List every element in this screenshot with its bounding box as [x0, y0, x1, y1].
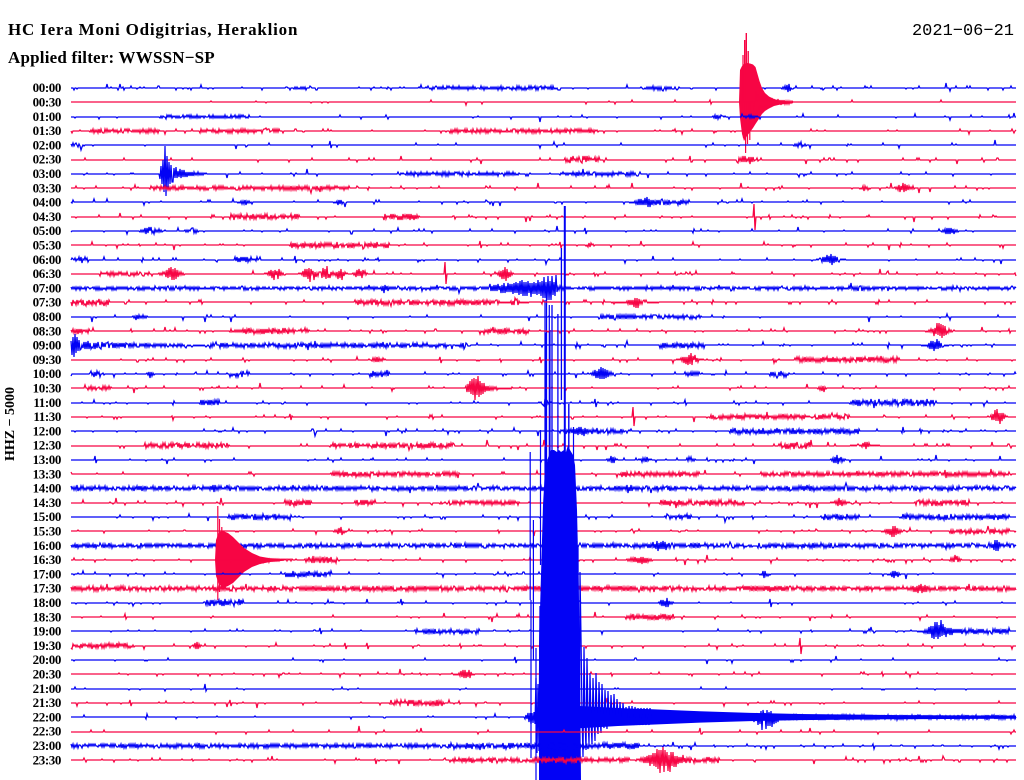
- svg-text:18:00: 18:00: [33, 595, 61, 610]
- svg-text:03:00: 03:00: [33, 166, 61, 181]
- svg-text:10:30: 10:30: [33, 381, 61, 396]
- svg-text:19:30: 19:30: [33, 638, 61, 653]
- svg-text:18:30: 18:30: [33, 609, 61, 624]
- svg-text:17:00: 17:00: [33, 566, 61, 581]
- svg-text:09:30: 09:30: [33, 352, 61, 367]
- svg-text:05:30: 05:30: [33, 238, 61, 253]
- svg-text:20:00: 20:00: [33, 652, 61, 667]
- svg-text:01:00: 01:00: [33, 109, 61, 124]
- svg-text:HHZ − 5000: HHZ − 5000: [3, 387, 18, 461]
- svg-text:20:30: 20:30: [33, 667, 61, 682]
- svg-text:12:00: 12:00: [33, 423, 61, 438]
- svg-text:01:30: 01:30: [33, 123, 61, 138]
- svg-text:09:00: 09:00: [33, 338, 61, 353]
- svg-text:15:00: 15:00: [33, 509, 61, 524]
- svg-text:11:30: 11:30: [33, 409, 61, 424]
- svg-text:13:00: 13:00: [33, 452, 61, 467]
- svg-text:23:00: 23:00: [33, 738, 61, 753]
- svg-text:16:30: 16:30: [33, 552, 61, 567]
- svg-text:07:00: 07:00: [33, 280, 61, 295]
- svg-text:Applied filter: WWSSN−SP: Applied filter: WWSSN−SP: [8, 48, 215, 67]
- svg-text:19:00: 19:00: [33, 624, 61, 639]
- svg-text:08:00: 08:00: [33, 309, 61, 324]
- svg-text:06:00: 06:00: [33, 252, 61, 267]
- svg-text:12:30: 12:30: [33, 438, 61, 453]
- svg-text:05:00: 05:00: [33, 223, 61, 238]
- svg-text:03:30: 03:30: [33, 180, 61, 195]
- svg-text:22:00: 22:00: [33, 709, 61, 724]
- svg-text:02:00: 02:00: [33, 137, 61, 152]
- svg-text:04:00: 04:00: [33, 195, 61, 210]
- svg-text:21:00: 21:00: [33, 681, 61, 696]
- svg-text:14:00: 14:00: [33, 481, 61, 496]
- svg-text:06:30: 06:30: [33, 266, 61, 281]
- svg-text:17:30: 17:30: [33, 581, 61, 596]
- svg-text:07:30: 07:30: [33, 295, 61, 310]
- svg-text:22:30: 22:30: [33, 724, 61, 739]
- svg-text:02:30: 02:30: [33, 152, 61, 167]
- svg-text:00:00: 00:00: [33, 80, 61, 95]
- svg-text:11:00: 11:00: [33, 395, 61, 410]
- svg-text:10:00: 10:00: [33, 366, 61, 381]
- svg-text:21:30: 21:30: [33, 695, 61, 710]
- svg-text:04:30: 04:30: [33, 209, 61, 224]
- svg-text:15:30: 15:30: [33, 524, 61, 539]
- svg-text:HC Iera Moni Odigitrias, Herak: HC Iera Moni Odigitrias, Heraklion: [8, 20, 298, 39]
- svg-text:23:30: 23:30: [33, 752, 61, 767]
- svg-text:00:30: 00:30: [33, 95, 61, 110]
- svg-text:2021−06−21: 2021−06−21: [912, 22, 1014, 41]
- svg-text:16:00: 16:00: [33, 538, 61, 553]
- svg-text:14:30: 14:30: [33, 495, 61, 510]
- svg-text:13:30: 13:30: [33, 466, 61, 481]
- svg-text:08:30: 08:30: [33, 323, 61, 338]
